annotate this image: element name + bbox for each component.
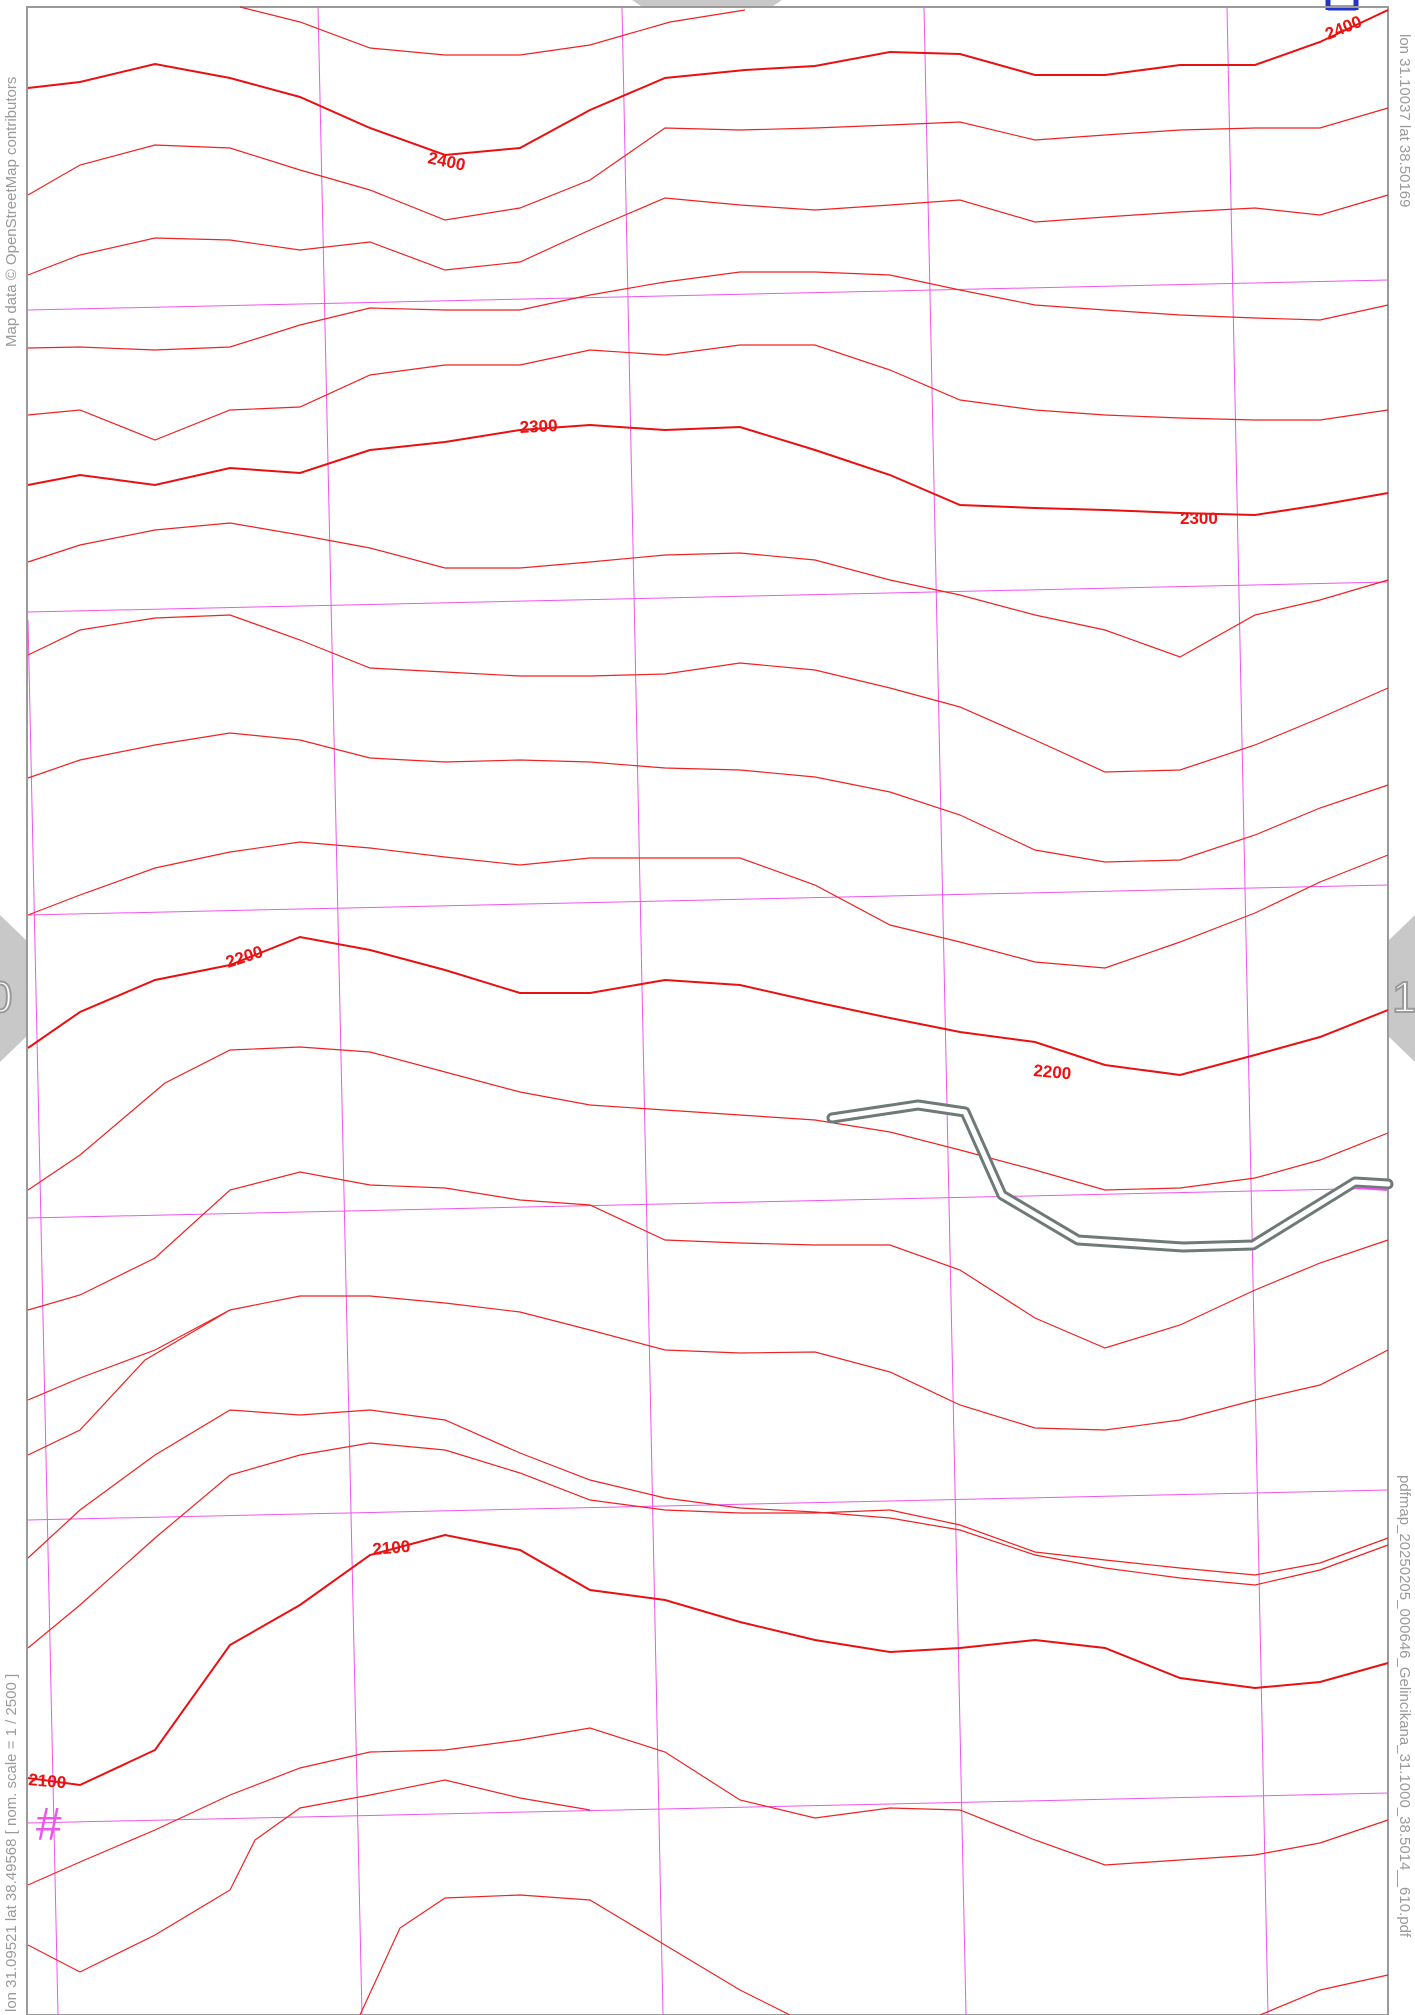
right-page-label: 1 xyxy=(1392,973,1415,1022)
contour-label: 2200 xyxy=(223,942,265,972)
contour-labels: 2400 2400 2300 2300 2200 2200 2100 2100 xyxy=(28,12,1365,1792)
contour-label: 2300 xyxy=(519,416,558,437)
contour-label: 2100 xyxy=(28,1770,67,1792)
contour-label: 2200 xyxy=(1033,1061,1072,1083)
left-page-label: 0 xyxy=(0,973,12,1022)
contour-label: 2100 xyxy=(372,1537,411,1559)
contour-lines xyxy=(27,6,1389,2015)
contour-label: 2300 xyxy=(1180,509,1218,528)
grid-marker: # xyxy=(36,1798,62,1850)
map-frame xyxy=(26,6,1389,2015)
top-right-coordinate: lon 31.10037 lat 38.50169 xyxy=(1396,34,1413,208)
blue-corner-mark xyxy=(1325,0,1359,11)
attribution-text: Map data © OpenStreetMap contributors xyxy=(3,77,20,347)
track-line[interactable] xyxy=(826,1099,1394,1253)
map-filename: pdfmap_20250205_000646_Gelincikana_31.10… xyxy=(1396,1475,1413,1938)
contour-label: 2400 xyxy=(426,148,467,174)
coordinate-grid xyxy=(27,6,1389,2015)
contour-label: 2400 xyxy=(1322,12,1364,44)
left-page-tab[interactable]: 0 xyxy=(0,915,28,1062)
bottom-left-info: lon 31.09521 lat 38.49568 [ nom. scale =… xyxy=(3,1674,20,2012)
right-page-tab[interactable]: 1 xyxy=(1387,915,1415,1062)
